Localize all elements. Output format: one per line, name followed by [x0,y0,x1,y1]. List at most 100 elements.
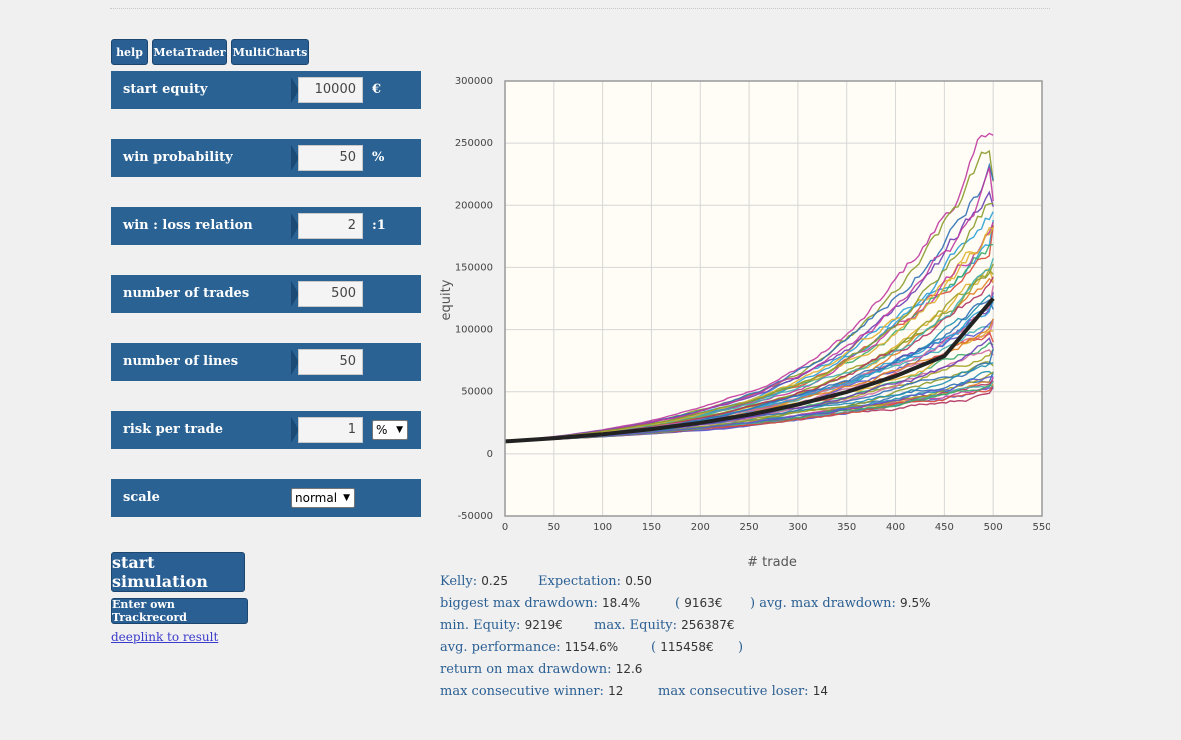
scale-value: normal [295,491,338,505]
y-tick-label: 250000 [455,138,493,149]
plot-border [504,80,1043,517]
arrow-icon [291,281,299,307]
stat-biggest-dd-abs: ( 9163€ [675,596,722,611]
scale-select[interactable]: normal ▼ [291,488,355,508]
stat-romd: return on max drawdown: 12.6 [440,662,642,677]
enter-trackrecord-button[interactable]: Enter own Trackrecord [111,598,248,624]
max-equity-value: 256387€ [681,618,735,632]
y-tick-label: 100000 [455,325,493,336]
biggest-dd-value: 18.4% [601,596,641,610]
y-tick-label: 0 [487,449,493,460]
x-tick-label: 50 [547,522,560,533]
chevron-down-icon: ▼ [343,493,350,503]
win-loss-relation-unit: :1 [372,218,386,233]
arrow-icon [291,417,299,443]
max-equity-label: max. Equity: [594,618,677,633]
win-probability-unit: % [372,150,385,165]
param-win-probability: win probability 50 % [111,139,421,177]
x-tick-label: 550 [1032,522,1050,533]
y-tick-label: 150000 [455,262,493,273]
x-tick-label: 100 [593,522,612,533]
x-axis-label: # trade [747,555,797,570]
stat-max-win: max consecutive winner: 12 [440,684,623,699]
equity-chart: 0 50 100 150 200 250 300 350 400 450 500 550 -50000… [439,76,1050,570]
avg-dd-label: ) avg. max drawdown: [750,596,896,611]
x-tick-label: 500 [984,522,1003,533]
equity-series-line [504,202,994,443]
param-win-loss-relation: win : loss relation 2 :1 [111,207,421,245]
chart-average-line [504,297,995,444]
top-divider [110,8,1050,9]
max-loss-label: max consecutive loser: [658,684,809,699]
avg-perf-abs-close: ) [738,640,744,655]
x-tick-label: 450 [935,522,954,533]
start-equity-label: start equity [123,82,208,97]
param-start-equity: start equity 10000 € [111,71,421,109]
start-simulation-button[interactable]: start simulation [111,552,245,592]
arrow-icon [291,349,299,375]
y-tick-label: 50000 [461,387,493,398]
chevron-down-icon: ▼ [396,425,403,435]
expectation-label: Expectation: [538,574,622,589]
number-of-trades-label: number of trades [123,286,250,301]
max-win-value: 12 [608,684,624,698]
risk-per-trade-label: risk per trade [123,422,224,437]
win-probability-label: win probability [123,150,233,165]
stat-max-loss: max consecutive loser: 14 [658,684,828,699]
win-loss-relation-input[interactable]: 2 [298,213,363,239]
deeplink-to-result-link[interactable]: deeplink to result [111,630,219,644]
start-equity-input[interactable]: 10000 [298,77,363,103]
number-of-lines-label: number of lines [123,354,239,369]
y-axis-label: equity [439,279,454,320]
y-tick-label: -50000 [458,511,493,522]
arrow-icon [291,213,299,239]
param-number-of-trades: number of trades 500 [111,275,421,313]
avg-dd-value: 9.5% [900,596,931,610]
stat-avg-perf: avg. performance: 1154.6% [440,640,618,655]
romd-label: return on max drawdown: [440,662,612,677]
param-number-of-lines: number of lines 50 [111,343,421,381]
min-equity-label: min. Equity: [440,618,521,633]
avg-perf-label: avg. performance: [440,640,561,655]
y-tick-label: 300000 [455,76,493,87]
stat-min-equity: min. Equity: 9219€ [440,618,563,633]
param-risk-per-trade: risk per trade 1 % ▼ [111,411,421,449]
x-tick-label: 150 [642,522,661,533]
stat-max-equity: max. Equity: 256387€ [594,618,735,633]
expectation-value: 0.50 [625,574,652,588]
biggest-dd-label: biggest max drawdown: [440,596,598,611]
kelly-label: Kelly: [440,574,478,589]
scale-label: scale [123,490,160,505]
arrow-icon [291,145,299,171]
stat-line-1: Kelly: 0.25 [440,574,508,589]
number-of-trades-input[interactable]: 500 [298,281,363,307]
biggest-dd-abs-value: 9163€ [684,596,723,610]
x-tick-label: 350 [837,522,856,533]
number-of-lines-input[interactable]: 50 [298,349,363,375]
risk-unit-value: % [376,423,388,437]
max-win-label: max consecutive winner: [440,684,604,699]
stat-avg-perf-close: ) [738,640,743,655]
stat-biggest-dd: biggest max drawdown: 18.4% [440,596,640,611]
risk-per-trade-input[interactable]: 1 [298,417,363,443]
x-tick-label: 400 [886,522,905,533]
arrow-icon [291,77,299,103]
win-probability-input[interactable]: 50 [298,145,363,171]
avg-perf-abs-open: ( [651,640,657,655]
x-tick-label: 200 [691,522,710,533]
multicharts-button[interactable]: MultiCharts [231,39,309,65]
metatrader-button[interactable]: MetaTrader [152,39,227,65]
kelly-value: 0.25 [481,574,508,588]
x-axis-ticks: 0 50 100 150 200 250 300 350 400 450 500 550 [502,522,1050,533]
win-loss-relation-label: win : loss relation [123,218,253,233]
avg-perf-abs-value: 115458€ [660,640,714,654]
help-button[interactable]: help [111,39,148,65]
risk-unit-select[interactable]: % ▼ [372,420,408,440]
x-tick-label: 0 [502,522,508,533]
x-tick-label: 300 [788,522,807,533]
stat-avg-dd: ) avg. max drawdown: 9.5% [750,596,931,611]
biggest-dd-abs-open: ( [675,596,681,611]
y-tick-label: 200000 [455,200,493,211]
start-equity-unit: € [372,82,382,97]
param-scale: scale normal ▼ [111,479,421,517]
